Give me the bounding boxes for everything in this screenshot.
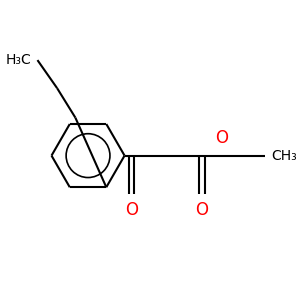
- Text: CH₃: CH₃: [271, 148, 297, 163]
- Text: O: O: [195, 201, 208, 219]
- Text: H₃C: H₃C: [5, 53, 31, 67]
- Text: O: O: [125, 201, 138, 219]
- Text: O: O: [215, 129, 228, 147]
